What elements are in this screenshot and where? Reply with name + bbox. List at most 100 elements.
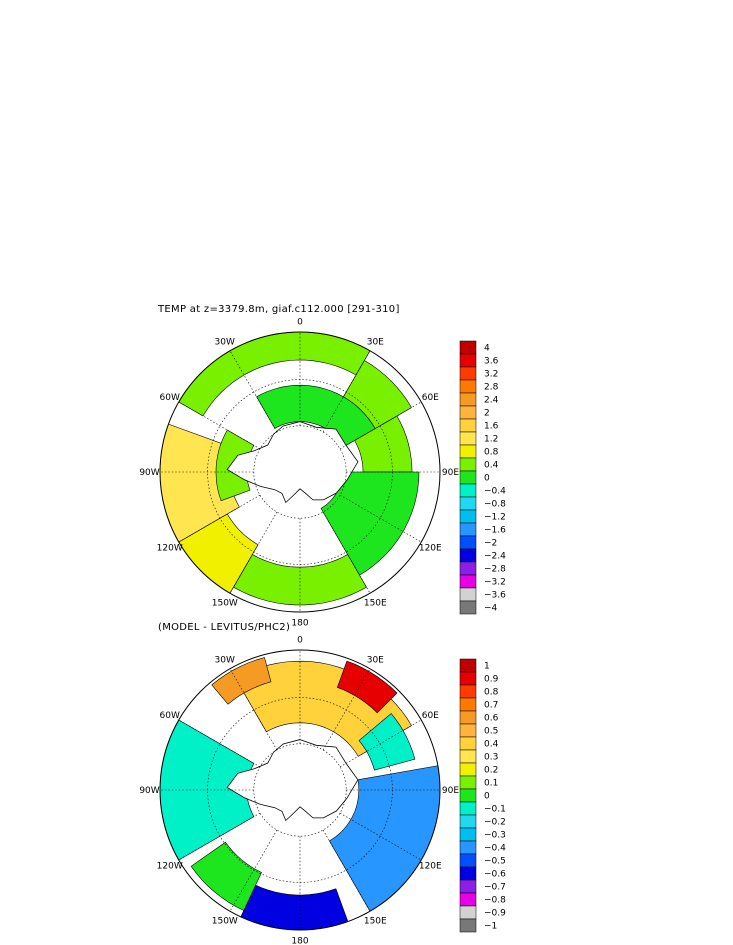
colorbar-label: 0.6 — [484, 714, 499, 724]
longitude-label: 120E — [419, 543, 442, 553]
colorbar-swatch — [459, 684, 477, 699]
colorbar-label: 2.8 — [484, 383, 499, 393]
panel2-title: (MODEL - LEVITUS/PHC2) — [158, 622, 291, 633]
colorbar-label: −2.8 — [484, 565, 506, 575]
longitude-label: 0 — [297, 318, 303, 328]
colorbar-label: −2.4 — [484, 552, 506, 562]
colorbar-swatch — [459, 353, 477, 368]
colorbar-label: −1.6 — [484, 526, 506, 536]
colorbar-label: −1 — [484, 922, 497, 932]
colorbar-label: 1.2 — [484, 435, 498, 445]
meridian-line — [178, 719, 261, 768]
colorbar-label: 0.8 — [484, 688, 499, 698]
colorbar-swatch — [459, 457, 477, 472]
meridian-line — [229, 829, 278, 912]
longitude-label: 90E — [442, 786, 459, 796]
colorbar-swatch — [459, 470, 477, 485]
colorbar-label: −0.6 — [484, 870, 506, 880]
longitude-label: 150W — [212, 916, 238, 926]
longitude-label: 60W — [160, 393, 180, 403]
colorbar-label: 4 — [484, 344, 490, 354]
colorbar-swatch — [459, 366, 477, 381]
colorbar-swatch — [459, 866, 477, 881]
colorbar-swatch — [459, 600, 477, 615]
meridian-line — [322, 511, 371, 594]
colorbar-label: 0.7 — [484, 701, 498, 711]
colorbar-label: 3.2 — [484, 370, 498, 380]
longitude-label: 150W — [212, 598, 238, 608]
colorbar-swatch — [459, 840, 477, 855]
colorbar-swatch — [459, 879, 477, 894]
meridian-line — [339, 719, 422, 768]
longitude-label: 120E — [419, 861, 442, 871]
colorbar-swatch — [459, 827, 477, 842]
colorbar-label: 0.2 — [484, 766, 498, 776]
colorbar: 4 3.6 3.2 2.8 2.4 2 1.6 1.2 0.8 0.4 0 −0.4 −0.8 −1.2 −… — [459, 340, 506, 615]
region-20E-45E — [336, 660, 398, 714]
longitude-label: 0 — [297, 636, 303, 646]
colorbar-label: 0 — [484, 792, 490, 802]
longitude-label: 120W — [157, 543, 183, 553]
panel1-title: TEMP at z=3379.8m, giaf.c112.000 [291-31… — [158, 304, 400, 315]
map-fill-layer — [160, 650, 440, 930]
colorbar-label: 3.6 — [484, 357, 499, 367]
colorbar-label: 0.1 — [484, 779, 498, 789]
colorbar-label: −1.2 — [484, 513, 506, 523]
colorbar-label: 0.8 — [484, 448, 499, 458]
colorbar-label: −0.4 — [484, 844, 506, 854]
colorbar-swatch — [459, 574, 477, 589]
colorbar-label: −0.8 — [484, 896, 506, 906]
colorbar-label: 0.5 — [484, 727, 498, 737]
colorbar-swatch — [459, 496, 477, 511]
colorbar-label: 0.3 — [484, 753, 498, 763]
meridian-line — [229, 668, 278, 751]
meridian-line — [229, 350, 278, 433]
longitude-label: 60E — [422, 393, 439, 403]
longitude-label: 150E — [364, 916, 387, 926]
longitude-label: 180 — [291, 619, 308, 629]
colorbar-label: 0.9 — [484, 675, 499, 685]
colorbar-swatch — [459, 431, 477, 446]
colorbar-swatch — [459, 762, 477, 777]
longitude-label: 120W — [157, 861, 183, 871]
colorbar-label: 2.4 — [484, 396, 499, 406]
colorbar-label: −0.5 — [484, 857, 506, 867]
colorbar-swatch — [459, 710, 477, 725]
colorbar-label: −3.6 — [484, 591, 506, 601]
colorbar-swatch — [459, 697, 477, 712]
colorbar-swatch — [459, 535, 477, 550]
colorbar-label: −0.2 — [484, 818, 506, 828]
longitude-label: 30E — [367, 656, 384, 666]
colorbar-swatch — [459, 801, 477, 816]
longitude-label: 30W — [215, 656, 235, 666]
region-205E-235E — [190, 841, 262, 911]
colorbar-swatch — [459, 905, 477, 920]
colorbar-swatch — [459, 788, 477, 803]
colorbar-swatch — [459, 392, 477, 407]
colorbar-swatch — [459, 444, 477, 459]
colorbar-swatch — [459, 379, 477, 394]
colorbar-swatch — [459, 814, 477, 829]
colorbar-label: 0.4 — [484, 461, 499, 471]
colorbar-swatch — [459, 671, 477, 686]
meridian-line — [339, 401, 422, 450]
colorbar-swatch — [459, 918, 477, 933]
longitude-label: 30W — [215, 338, 235, 348]
colorbar-label: 2 — [484, 409, 490, 419]
longitude-label: 90W — [139, 468, 159, 478]
meridian-line — [178, 401, 261, 450]
map-border — [159, 331, 441, 613]
colorbar-label: −0.3 — [484, 831, 506, 841]
region-50E-75E — [358, 713, 416, 771]
colorbar-swatch — [459, 775, 477, 790]
longitude-label: 90W — [139, 786, 159, 796]
colorbar-swatch — [459, 418, 477, 433]
colorbar-swatch — [459, 561, 477, 576]
colorbar-swatch — [459, 340, 477, 355]
meridian-line — [339, 494, 422, 543]
meridian-line — [322, 350, 371, 433]
longitude-label: 30E — [367, 338, 384, 348]
longitude-label: 60W — [160, 711, 180, 721]
meridian-line — [339, 812, 422, 861]
